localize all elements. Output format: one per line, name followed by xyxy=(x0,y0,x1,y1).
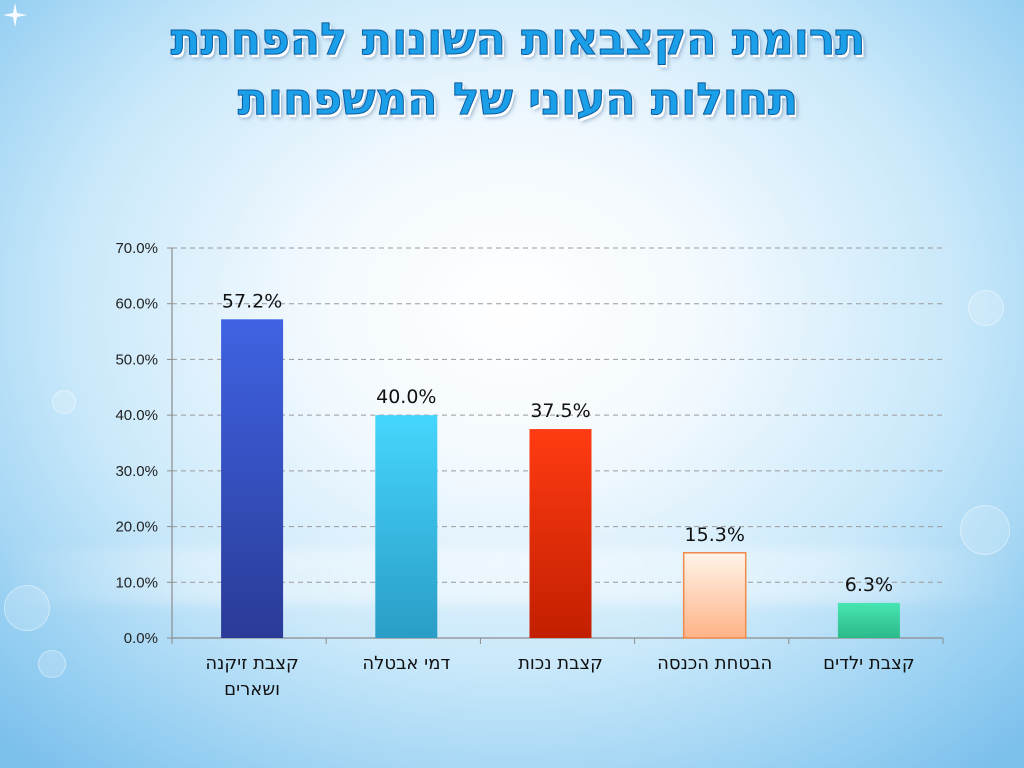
bar xyxy=(375,415,438,638)
bar xyxy=(221,319,284,638)
x-category-label: קצבת זיקנה ושארים xyxy=(205,653,299,700)
y-tick-label: 0.0% xyxy=(124,630,158,647)
slide-title: תרומת הקצבאות השונות להפחתת תחולות העוני… xyxy=(6,10,1024,130)
bokeh-dot xyxy=(52,390,76,414)
x-category-label: קצבת ילדים xyxy=(823,653,915,674)
bar xyxy=(529,429,592,638)
gridlines xyxy=(172,247,943,583)
bar xyxy=(837,602,900,638)
y-tick-label: 50.0% xyxy=(115,351,158,368)
y-tick-label: 70.0% xyxy=(115,240,158,257)
y-tick-label: 10.0% xyxy=(115,574,158,591)
data-label: 15.3% xyxy=(685,524,745,546)
title-line-1: תרומת הקצבאות השונות להפחתת xyxy=(170,14,866,66)
data-label: 40.0% xyxy=(376,386,436,408)
labels: 0.0% 10.0% 20.0% 30.0% 40.0% 50.0% 60.0% 70.0% 5… xyxy=(115,240,893,647)
y-tick-label: 60.0% xyxy=(115,296,158,313)
y-tick-label: 30.0% xyxy=(115,463,158,480)
bokeh-dot xyxy=(38,650,66,678)
x-category-label: דמי אבטלה xyxy=(362,653,451,674)
bokeh-dot xyxy=(968,290,1004,326)
bokeh-dot xyxy=(4,585,50,631)
x-category-label: קצבת נכות xyxy=(518,653,603,674)
bokeh-dot xyxy=(960,505,1010,555)
data-label: 37.5% xyxy=(530,400,590,422)
background-light-band xyxy=(0,548,1024,604)
title-line-2: תחולות העוני של המשפחות xyxy=(237,74,799,126)
data-label: 57.2% xyxy=(222,290,282,312)
y-tick-label: 20.0% xyxy=(115,519,158,536)
bars xyxy=(221,319,900,639)
x-category-label: הבטחת הכנסה xyxy=(657,653,773,674)
bar xyxy=(682,552,747,639)
y-tick-label: 40.0% xyxy=(115,407,158,424)
data-label: 6.3% xyxy=(845,574,893,596)
sparkle-icon xyxy=(3,3,27,27)
